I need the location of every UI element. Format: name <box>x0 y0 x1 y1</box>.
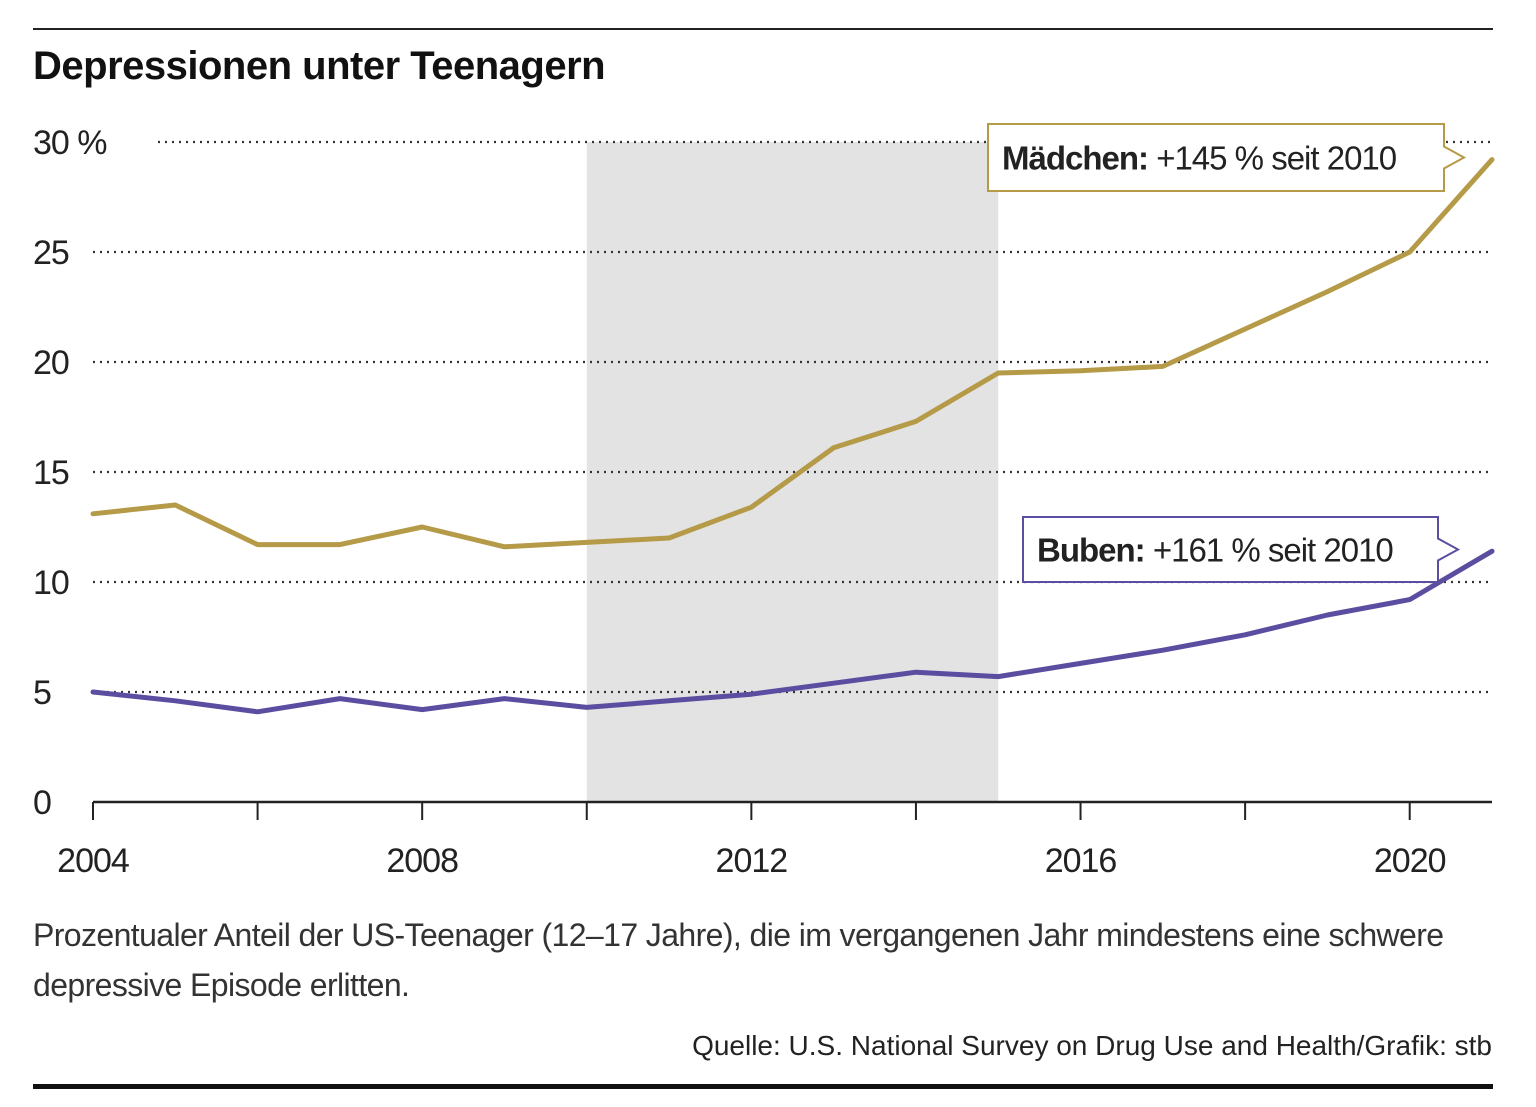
y-tick-label: 20 <box>33 344 69 382</box>
callout-box <box>987 123 1467 192</box>
x-tick-label: 2004 <box>57 842 129 880</box>
bottom-rule <box>33 1084 1493 1089</box>
callout-label: Mädchen: +145 % seit 2010 <box>1002 140 1397 177</box>
y-tick-label: 25 <box>33 234 69 272</box>
callout-mdchen: Mädchen: +145 % seit 2010 <box>987 123 1467 192</box>
y-tick-label: 15 <box>33 454 69 492</box>
chart-caption: Prozentualer Anteil der US-Teenager (12–… <box>33 917 1444 1003</box>
callout-label-change: +145 % seit 2010 <box>1156 140 1397 177</box>
y-tick-label: 5 <box>33 674 51 712</box>
y-tick-label: 30 % <box>33 124 107 162</box>
callout-buben: Buben: +161 % seit 2010 <box>1022 516 1461 583</box>
callout-label-series: Mädchen: <box>1002 140 1156 177</box>
top-rule <box>33 28 1493 30</box>
y-tick-label: 0 <box>33 784 51 822</box>
callout-label-series: Buben: <box>1037 532 1153 569</box>
chart-title: Depressionen unter Teenagern <box>33 44 606 88</box>
shaded-period <box>586 142 999 802</box>
x-tick-label: 2012 <box>716 842 788 880</box>
series-line-mdchen <box>90 157 1495 550</box>
x-tick-label: 2008 <box>386 842 458 880</box>
x-tick-label: 2016 <box>1045 842 1117 880</box>
callout-label: Buben: +161 % seit 2010 <box>1037 532 1393 569</box>
series-line-buben <box>90 548 1495 715</box>
callout-label-change: +161 % seit 2010 <box>1153 532 1394 569</box>
y-tick-label: 10 <box>33 564 69 602</box>
callout-box <box>1022 516 1461 583</box>
source-note: Quelle: U.S. National Survey on Drug Use… <box>692 1030 1492 1061</box>
x-tick-label: 2020 <box>1374 842 1446 880</box>
